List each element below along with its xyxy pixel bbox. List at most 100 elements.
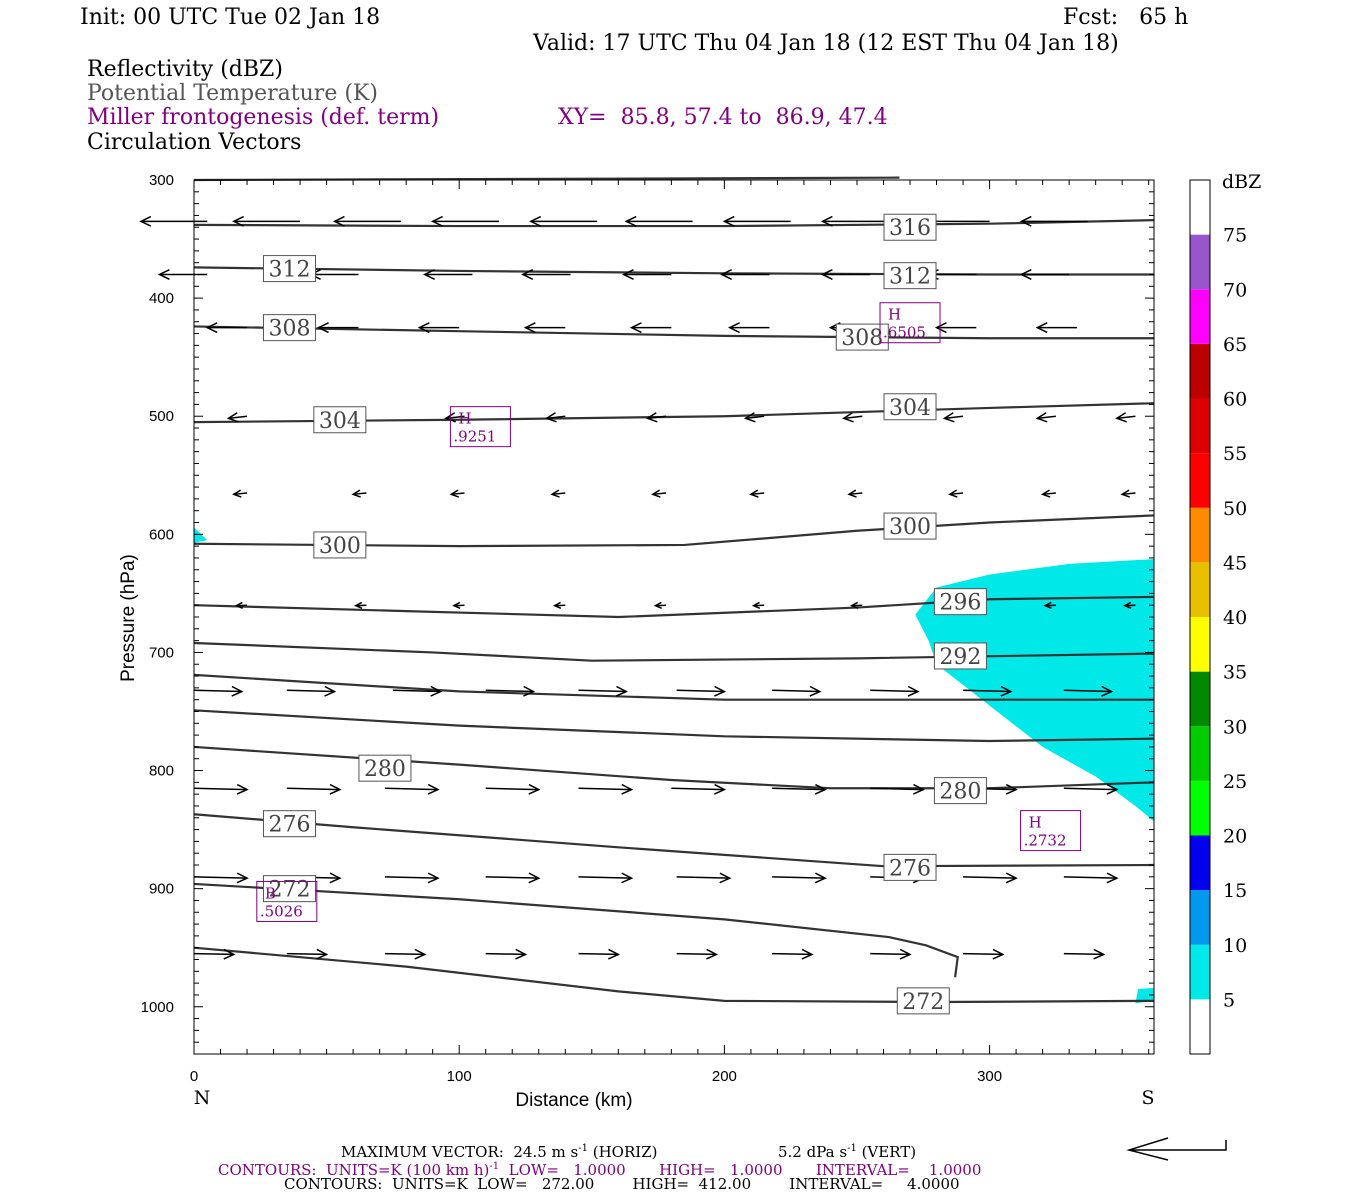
circulation-vector: [676, 685, 727, 697]
vector-shaft: [392, 689, 441, 693]
vector-shaft: [546, 415, 566, 420]
colorbar-segment: [1190, 507, 1210, 563]
theta-label-text: 308: [268, 317, 310, 342]
y-tick-label: 300: [149, 172, 174, 189]
theta-label: 280: [933, 777, 987, 805]
reference-vector-shaft: [1129, 1140, 1227, 1151]
vector-head: [645, 412, 658, 423]
theta-label-box: [933, 642, 987, 670]
circulation-vector: [1019, 215, 1088, 227]
theta-contour: [193, 595, 1155, 619]
vector-head: [422, 269, 435, 280]
reference-vector: [1126, 1137, 1227, 1161]
vector-shaft: [963, 952, 1003, 956]
circulation-vector: [521, 269, 571, 280]
vector-head: [842, 412, 854, 423]
circulation-vector: [963, 948, 1005, 960]
y-tick-label: 800: [149, 763, 174, 780]
circulation-vector: [749, 489, 765, 498]
circulation-vector: [384, 948, 427, 960]
reflectivity-spot: [1135, 987, 1154, 1004]
vector-head: [743, 412, 756, 423]
theta-label-text: 272: [902, 990, 944, 1015]
vector-shaft: [676, 689, 725, 693]
vector-shaft: [745, 415, 765, 420]
theta-label-text: 300: [889, 515, 931, 540]
circulation-vector: [578, 872, 634, 884]
vector-shaft: [963, 689, 1011, 693]
vector-head: [324, 685, 337, 697]
theta-label: 300: [883, 512, 937, 540]
vector-shaft: [1063, 876, 1117, 879]
circulation-vector: [578, 948, 621, 960]
circulation-vector: [552, 601, 566, 610]
colorbar-segment: [1190, 453, 1210, 508]
vector-shaft: [485, 876, 539, 879]
circulation-vector: [849, 601, 863, 610]
circulation-vector: [485, 783, 541, 795]
vector-head: [706, 948, 719, 960]
vector-shaft: [1116, 415, 1136, 420]
footer-max-vector: MAXIMUM VECTOR: 24.5 m s-1 (HORIZ): [341, 1143, 658, 1161]
vector-shaft: [451, 492, 465, 496]
circulation-vector: [751, 601, 765, 610]
circulation-vector: [1035, 412, 1056, 423]
vector-head: [615, 685, 628, 697]
circulation-vector: [653, 601, 667, 610]
vector-shaft: [870, 787, 924, 791]
vector-head: [607, 948, 621, 960]
circulation-vector: [772, 872, 827, 884]
reflectivity-fill-layer: [194, 527, 1154, 1004]
vector-head: [727, 322, 740, 334]
circulation-vector: [430, 215, 499, 227]
colorbar-tick-label: 5: [1223, 989, 1235, 1011]
circulation-vector: [332, 215, 401, 227]
south-endpoint: S: [1141, 1087, 1154, 1109]
circulation-vector: [384, 872, 440, 884]
circulation-vector: [629, 322, 672, 334]
frontogenesis-box: [449, 406, 511, 448]
vector-head: [205, 322, 218, 334]
circulation-vector: [624, 215, 693, 227]
vector-shaft: [1122, 492, 1136, 496]
vector-shaft: [870, 689, 918, 693]
vector-shaft: [963, 876, 1017, 879]
theta-label: 304: [883, 393, 937, 421]
vector-shaft: [193, 689, 242, 693]
vector-shaft: [485, 952, 526, 956]
vector-shaft: [848, 492, 863, 496]
circulation-vector: [870, 685, 920, 697]
circulation-vector: [1043, 601, 1056, 610]
vector-head: [653, 601, 662, 610]
frontogenesis-max: H.2732: [1020, 810, 1082, 852]
vector-head: [820, 215, 833, 227]
circulation-vector: [452, 601, 465, 610]
theta-contour: [193, 882, 959, 978]
theta-label-text: 280: [364, 757, 406, 782]
vector-head: [624, 215, 637, 227]
colorbar-segment: [1190, 234, 1210, 290]
theta-label-box: [896, 987, 950, 1015]
vector-shaft: [647, 415, 667, 420]
circulation-vector: [286, 685, 337, 697]
theta-label-text: 308: [841, 326, 883, 351]
circulation-vector: [645, 412, 667, 423]
theta-label-text: 276: [268, 813, 310, 838]
vector-head: [1005, 872, 1018, 884]
reflectivity-spot: [194, 527, 208, 543]
y-tick-label: 400: [149, 290, 174, 307]
vector-shaft: [193, 876, 248, 879]
vector-head: [1101, 685, 1114, 697]
vector-shaft: [1045, 604, 1056, 607]
theta-label: 280: [358, 754, 412, 782]
circulation-vector: [523, 322, 566, 334]
vector-head: [544, 412, 557, 423]
colorbar-tick-label: 10: [1223, 935, 1247, 957]
circulation-vector: [384, 783, 440, 795]
circulation-vector: [722, 215, 791, 227]
vector-head: [550, 489, 560, 498]
circulation-vector: [449, 489, 465, 498]
vector-head: [1093, 948, 1106, 960]
